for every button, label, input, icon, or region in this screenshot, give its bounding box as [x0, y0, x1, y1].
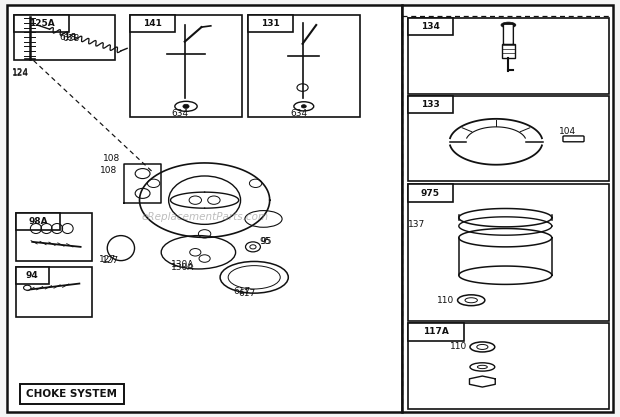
Text: 110: 110: [436, 296, 454, 305]
Bar: [402, 5, 613, 412]
Text: 617: 617: [233, 287, 250, 296]
Bar: [16, 213, 92, 261]
Text: 137: 137: [408, 220, 425, 229]
Text: 130A: 130A: [171, 260, 195, 269]
Bar: [408, 96, 609, 181]
Text: 125A: 125A: [29, 19, 55, 28]
Text: 618: 618: [63, 34, 80, 43]
Bar: [20, 384, 124, 404]
Circle shape: [183, 104, 189, 108]
Text: 127: 127: [102, 256, 119, 265]
Text: 617: 617: [238, 289, 255, 298]
Text: 133: 133: [421, 100, 440, 109]
Text: 108: 108: [103, 154, 120, 163]
Circle shape: [301, 105, 306, 108]
Bar: [408, 18, 453, 35]
Bar: [130, 15, 242, 117]
Text: CHOKE SYSTEM: CHOKE SYSTEM: [27, 389, 117, 399]
Bar: [14, 15, 69, 32]
Text: 634: 634: [290, 109, 308, 118]
Text: 134: 134: [421, 22, 440, 31]
Text: 618: 618: [60, 33, 77, 42]
Text: 117A: 117A: [423, 327, 449, 337]
Text: 94: 94: [26, 271, 38, 280]
Text: 124: 124: [12, 68, 29, 78]
Text: 130A: 130A: [171, 263, 195, 272]
Bar: [16, 267, 92, 317]
Text: 95: 95: [261, 237, 272, 246]
Bar: [408, 96, 453, 113]
FancyBboxPatch shape: [502, 44, 515, 58]
Bar: [408, 323, 609, 409]
Text: 131: 131: [261, 19, 280, 28]
Bar: [248, 15, 360, 117]
Bar: [408, 184, 609, 321]
Text: 141: 141: [143, 19, 162, 28]
Text: 104: 104: [559, 127, 576, 136]
Bar: [248, 15, 293, 32]
Text: 127: 127: [99, 255, 116, 264]
Text: 98A: 98A: [28, 217, 48, 226]
Text: 634: 634: [171, 109, 188, 118]
Bar: [16, 267, 49, 284]
Text: 124: 124: [12, 69, 29, 78]
Bar: [408, 323, 464, 341]
Text: 110: 110: [450, 342, 467, 352]
Bar: [408, 184, 453, 202]
FancyBboxPatch shape: [563, 136, 584, 142]
Text: 975: 975: [421, 188, 440, 198]
Bar: [130, 15, 175, 32]
FancyBboxPatch shape: [503, 24, 513, 45]
Text: 108: 108: [100, 166, 117, 176]
Ellipse shape: [501, 22, 516, 28]
Bar: [408, 18, 609, 94]
Bar: [7, 5, 402, 412]
Bar: [16, 213, 60, 230]
Circle shape: [24, 285, 31, 290]
Bar: [14, 15, 115, 60]
Text: eReplacementParts.com: eReplacementParts.com: [141, 212, 268, 222]
Text: 95: 95: [259, 237, 270, 246]
